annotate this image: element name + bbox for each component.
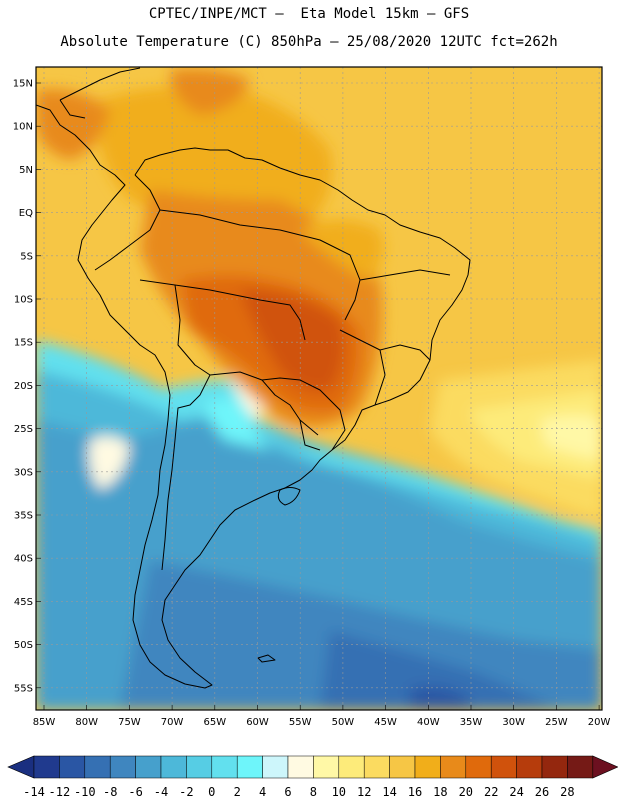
- lon-label: 30W: [502, 717, 525, 728]
- colorbar-swatch: [84, 755, 111, 779]
- lat-label: EQ: [19, 208, 33, 219]
- colorbar-swatch: [465, 755, 492, 779]
- colorbar-label: -8: [103, 785, 117, 799]
- lat-label: 30S: [14, 467, 33, 478]
- colorbar-label: 24: [509, 785, 523, 799]
- colorbar-swatch: [236, 755, 263, 779]
- colorbar-label: 2: [234, 785, 241, 799]
- colorbar-label: 18: [433, 785, 447, 799]
- colorbar: -14 -12 -10 -8 -6 -4 -2 0 2 4 6 8 10 12 14 16 18 20 22 24 26…: [7, 755, 618, 799]
- colorbar-swatch: [135, 755, 162, 779]
- colorbar-swatch: [160, 755, 187, 779]
- colorbar-label: -14: [23, 785, 45, 799]
- lat-label: 5N: [19, 165, 33, 176]
- lon-label: 85W: [33, 717, 56, 728]
- lon-label: 70W: [161, 717, 184, 728]
- colorbar-swatch: [211, 755, 238, 779]
- colorbar-swatch: [287, 755, 314, 779]
- colorbar-swatch: [389, 755, 416, 779]
- lon-label: 75W: [118, 717, 141, 728]
- lat-label: 10S: [14, 295, 33, 306]
- colorbar-label: -4: [154, 785, 168, 799]
- lon-label: 20W: [588, 717, 611, 728]
- colorbar-swatch: [363, 755, 390, 779]
- lat-label: 35S: [14, 511, 33, 522]
- colorbar-swatch: [313, 755, 340, 779]
- lat-label: 25S: [14, 424, 33, 435]
- lat-label: 45S: [14, 597, 33, 608]
- lon-label: 60W: [246, 717, 269, 728]
- lon-label: 80W: [75, 717, 98, 728]
- lon-label: 25W: [545, 717, 568, 728]
- map-title-line-2: Absolute Temperature (C) 850hPa – 25/08/…: [60, 34, 558, 50]
- lat-lon-grid: [36, 67, 602, 710]
- map-title-line-1: CPTEC/INPE/MCT – Eta Model 15km – GFS: [148, 6, 470, 22]
- colorbar-swatch: [414, 755, 441, 779]
- coastlines-and-borders: [36, 67, 471, 689]
- colorbar-label: -2: [179, 785, 193, 799]
- colorbar-swatch: [541, 755, 568, 779]
- colorbar-swatch: [33, 755, 60, 779]
- colorbar-swatch: [490, 755, 517, 779]
- colorbar-label: 4: [259, 785, 266, 799]
- colorbar-swatch: [516, 755, 543, 779]
- lat-label: 15S: [14, 338, 33, 349]
- lon-label: 50W: [332, 717, 355, 728]
- colorbar-swatch: [109, 755, 136, 779]
- colorbar-label: 14: [382, 785, 396, 799]
- lat-label: 20S: [14, 381, 33, 392]
- lat-label: 5S: [20, 251, 33, 262]
- lon-label: 35W: [460, 717, 483, 728]
- colorbar-swatch: [186, 755, 213, 779]
- temperature-field: [36, 67, 602, 710]
- map-frame: [35, 66, 603, 711]
- lat-label: 50S: [14, 640, 33, 651]
- colorbar-label: 20: [459, 785, 473, 799]
- colorbar-label: 12: [357, 785, 371, 799]
- colorbar-label: -10: [74, 785, 96, 799]
- colorbar-swatch: [440, 755, 467, 779]
- colorbar-swatch: [59, 755, 86, 779]
- colorbar-swatch: [338, 755, 365, 779]
- latitude-labels: 15N 10N 5N EQ 5S 10S 15S 20S 25S 30S 35S 40S 45S 50S 5…: [13, 79, 33, 695]
- colorbar-swatch: [567, 755, 594, 779]
- lon-label: 45W: [374, 717, 397, 728]
- colorbar-high-arrow: [592, 755, 618, 779]
- colorbar-label: 0: [208, 785, 215, 799]
- colorbar-low-arrow: [7, 755, 35, 779]
- colorbar-label: 10: [332, 785, 346, 799]
- colorbar-label: 26: [535, 785, 549, 799]
- longitude-labels: 85W 80W 75W 70W 65W 60W 55W 50W 45W 40W 35W 30W 25W 2…: [33, 717, 611, 728]
- lon-label: 65W: [203, 717, 226, 728]
- lat-label: 40S: [14, 554, 33, 565]
- lat-label: 10N: [13, 122, 33, 133]
- colorbar-label: -12: [49, 785, 71, 799]
- colorbar-label: -6: [128, 785, 142, 799]
- lat-label: 15N: [13, 79, 33, 90]
- colorbar-swatch: [262, 755, 289, 779]
- lat-label: 55S: [14, 683, 33, 694]
- colorbar-label: 6: [284, 785, 291, 799]
- colorbar-label: 8: [310, 785, 317, 799]
- lon-label: 40W: [417, 717, 440, 728]
- colorbar-label: 28: [560, 785, 574, 799]
- colorbar-label: 22: [484, 785, 498, 799]
- colorbar-label: 16: [408, 785, 422, 799]
- lon-label: 55W: [289, 717, 312, 728]
